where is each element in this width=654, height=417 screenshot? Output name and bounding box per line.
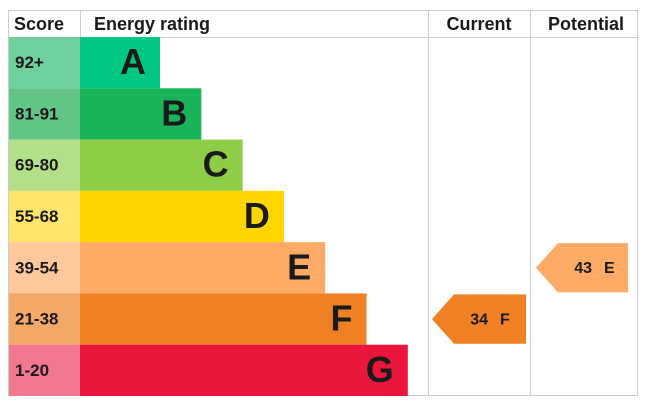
header-potential: Potential <box>548 14 624 34</box>
rating-bar <box>80 139 243 191</box>
score-cell <box>9 344 80 396</box>
rating-letter: D <box>244 195 270 236</box>
score-cell <box>9 293 80 345</box>
rating-bar <box>80 88 202 140</box>
header-current: Current <box>446 14 511 34</box>
rating-bar <box>80 344 408 396</box>
score-label: 55-68 <box>15 207 58 226</box>
score-label: 39-54 <box>15 258 59 277</box>
score-label: 21-38 <box>15 310 58 329</box>
score-label: 81-91 <box>15 104 58 123</box>
rating-bar <box>80 37 160 89</box>
score-cell <box>9 242 80 294</box>
header-score: Score <box>14 14 64 34</box>
rating-letter: G <box>366 349 394 390</box>
score-cell <box>9 139 80 191</box>
score-label: 1-20 <box>15 361 49 380</box>
score-label: 92+ <box>15 53 44 72</box>
potential-letter: E <box>604 260 615 277</box>
potential-arrow <box>536 243 628 293</box>
rating-letter: F <box>331 298 353 339</box>
rating-bar <box>80 190 284 243</box>
rating-bar <box>80 242 326 294</box>
score-cell <box>9 37 80 89</box>
potential-value: 43 <box>574 260 592 277</box>
rating-letter: A <box>120 41 146 82</box>
current-value: 34 <box>470 311 488 328</box>
current-arrow <box>432 294 526 344</box>
rating-bar <box>80 293 367 345</box>
rating-letter: E <box>287 246 311 287</box>
score-cell <box>9 88 80 140</box>
score-cell <box>9 190 80 243</box>
current-letter: F <box>500 311 510 328</box>
rating-letter: C <box>203 144 229 185</box>
rating-letter: B <box>161 92 187 133</box>
score-label: 69-80 <box>15 156 58 175</box>
header-rating: Energy rating <box>94 14 210 34</box>
